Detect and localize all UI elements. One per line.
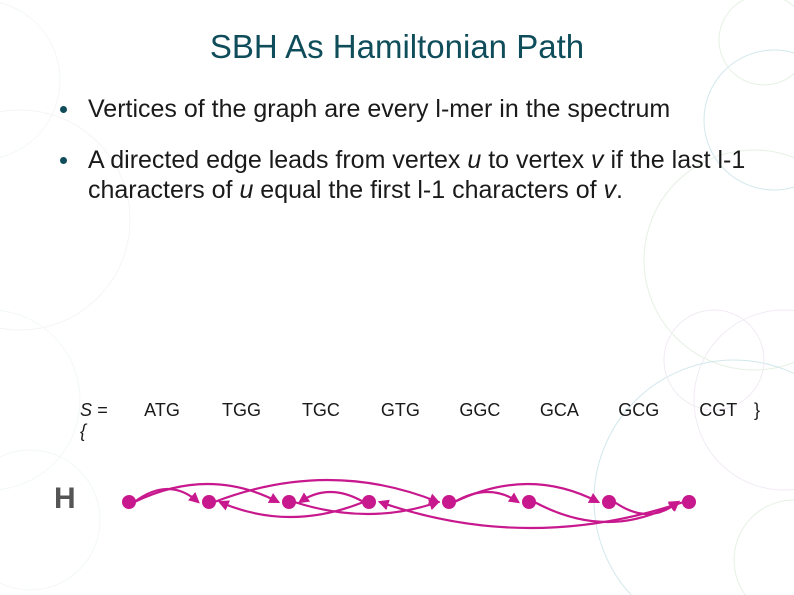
graph-node (202, 495, 216, 509)
hamiltonian-graph: H (54, 432, 754, 572)
graph-label: H (54, 482, 76, 516)
graph-svg (54, 432, 754, 572)
var-u2: u (239, 176, 253, 204)
bullet-2-text-b: to vertex (481, 146, 591, 174)
slide-title: SBH As Hamiltonian Path (48, 28, 746, 66)
bullet-1: Vertices of the graph are every l-mer in… (60, 94, 746, 125)
graph-edge (214, 480, 438, 502)
graph-node (602, 495, 616, 509)
graph-node (682, 495, 696, 509)
var-v: v (591, 146, 604, 174)
bullet-2-text-d: equal the first l-1 characters of (253, 176, 603, 204)
slide: SBH As Hamiltonian Path Vertices of the … (0, 0, 794, 595)
var-u: u (467, 146, 481, 174)
graph-node (282, 495, 296, 509)
graph-node (122, 495, 136, 509)
graph-node (442, 495, 456, 509)
bullet-2: A directed edge leads from vertex u to v… (60, 145, 746, 206)
bullet-2-text-e: . (616, 176, 623, 204)
graph-node (362, 495, 376, 509)
spectrum-suffix: } (754, 400, 760, 442)
graph-edge (300, 492, 364, 502)
graph-node (522, 495, 536, 509)
var-v2: v (604, 176, 617, 204)
bullet-list: Vertices of the graph are every l-mer in… (48, 94, 746, 206)
bullet-2-text-a: A directed edge leads from vertex (88, 146, 467, 174)
